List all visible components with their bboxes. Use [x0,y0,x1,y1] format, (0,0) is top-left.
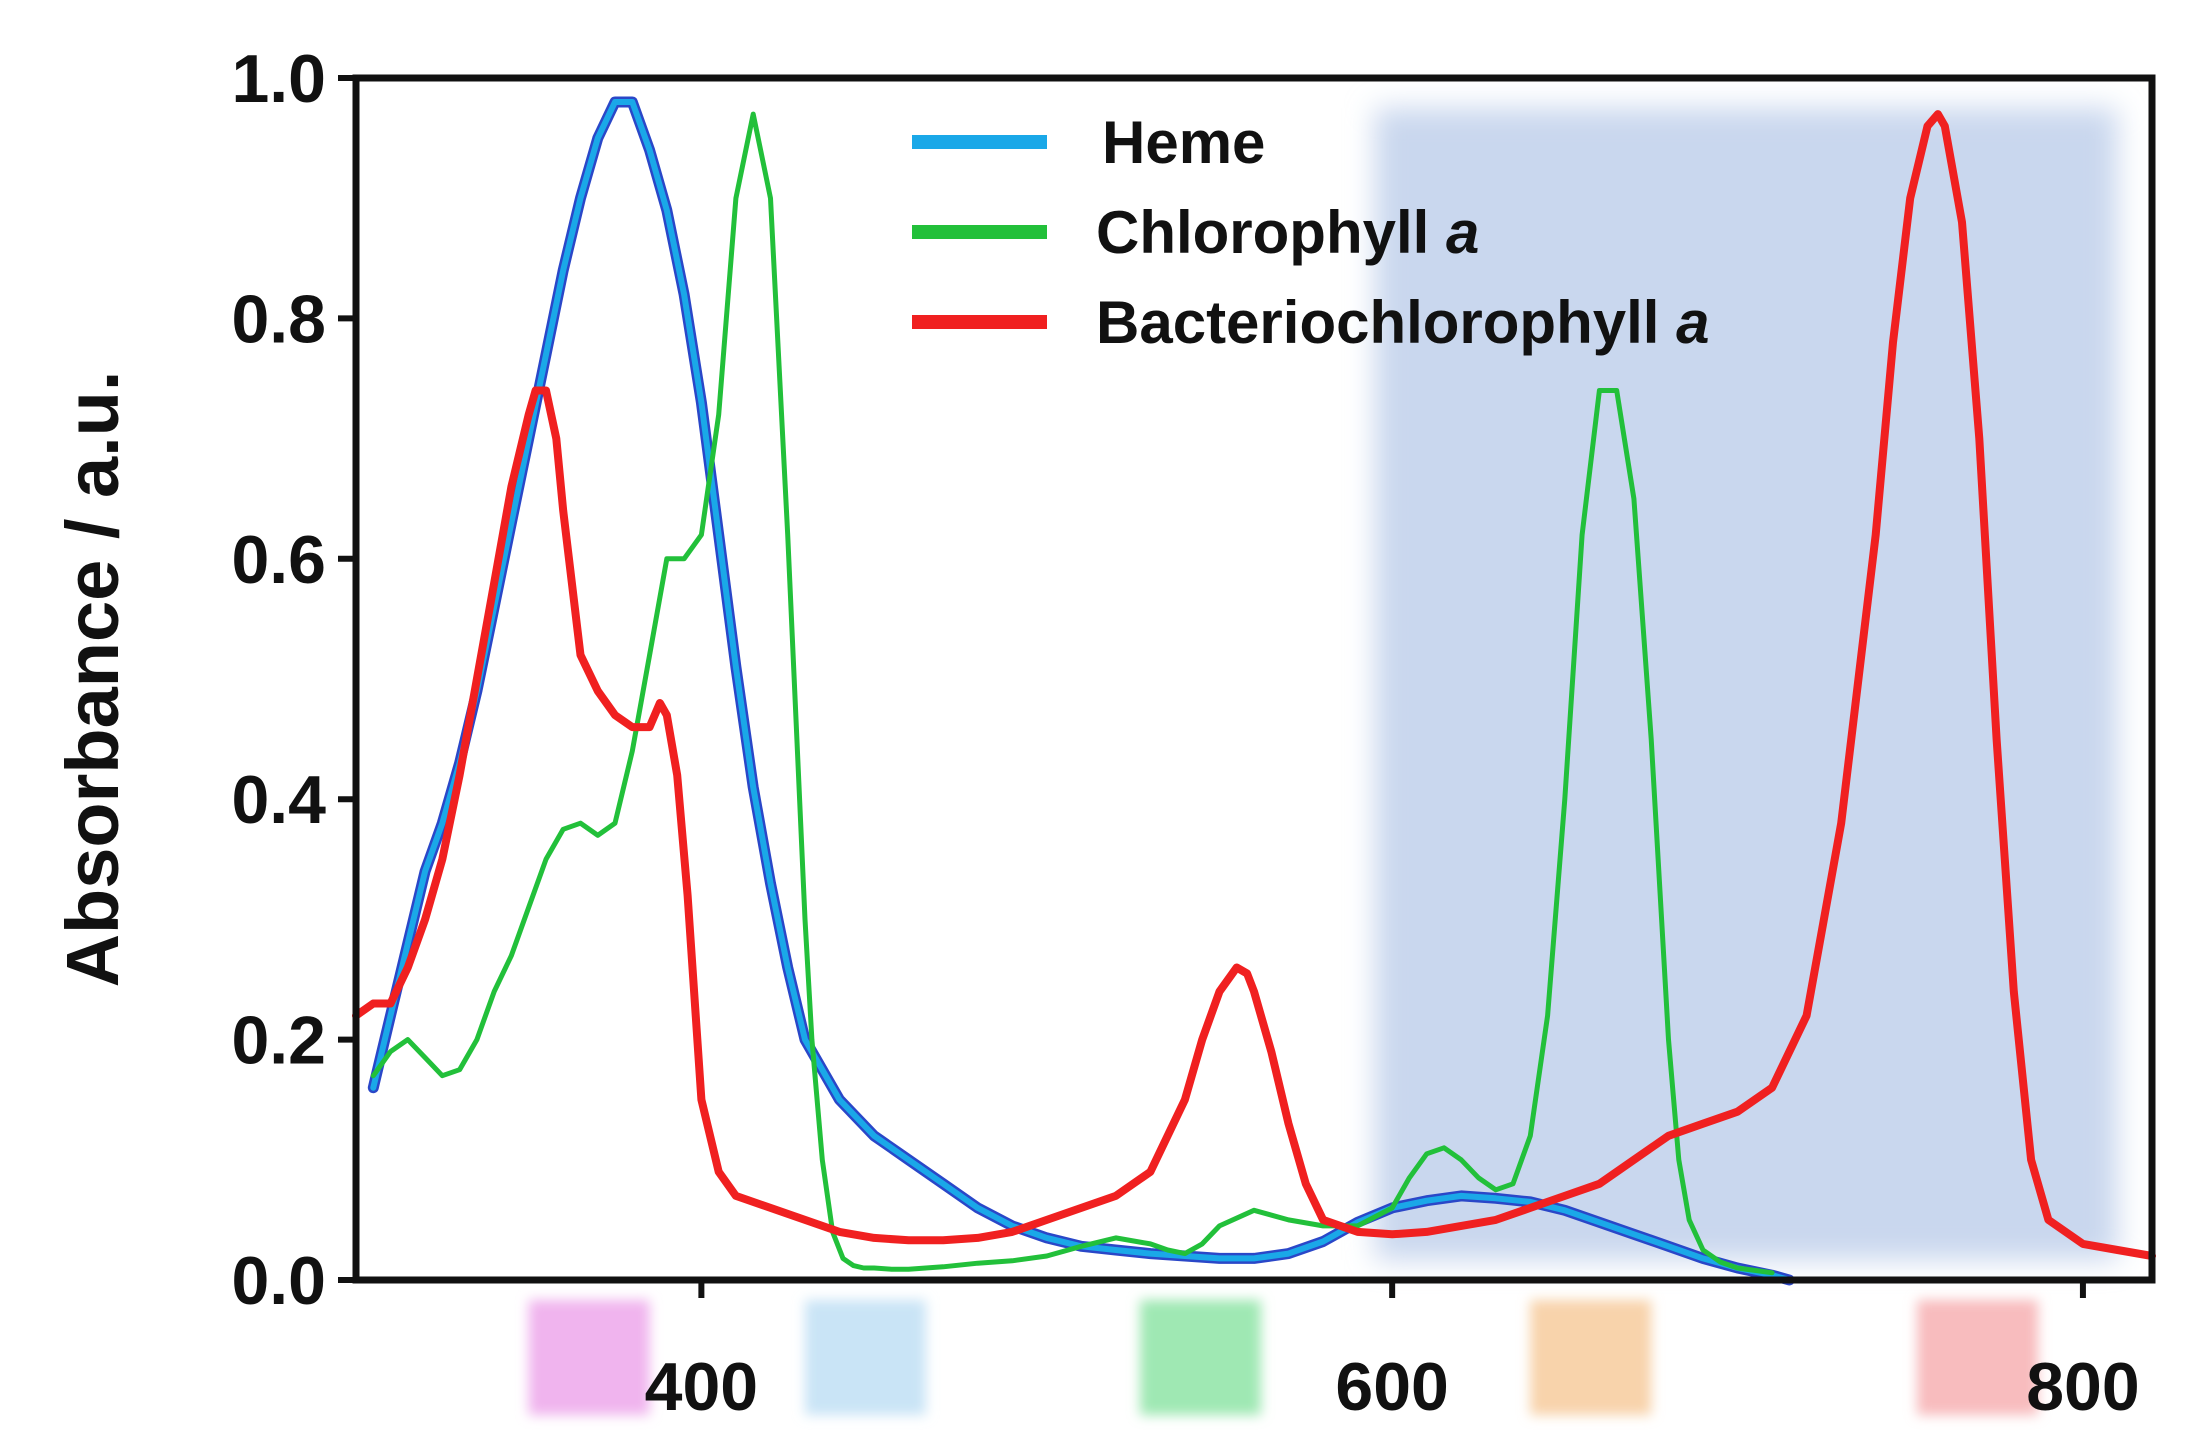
y-axis-label: Absorbance / a.u. [51,371,134,988]
legend-label: Chlorophyll a [1096,199,1479,266]
series-line-heme [370,99,1793,1283]
series-line-chlorophyll-a [370,111,1775,1276]
legend: Heme Chlorophyll a Bacteriochlorophyll a [912,109,1709,356]
y-tick-label: 0.8 [231,281,326,357]
color-band-4 [1917,1300,2039,1415]
series-layer [352,96,2156,1286]
x-tick-label: 800 [2026,1349,2139,1425]
series-line-bacteriochlorophyll-a [352,110,2156,1260]
shaded-spectral-region [1374,108,2118,1260]
y-tick-label: 0.6 [231,522,326,598]
y-axis-ticks: 0.0 0.2 0.4 0.6 0.8 1.0 [231,41,356,1319]
y-tick-label: 0.2 [231,1003,326,1079]
plot-frame [352,74,2156,1284]
shaded-region-layer [1374,108,2118,1260]
color-band-0 [528,1300,650,1415]
legend-label: Bacteriochlorophyll a [1096,289,1709,356]
y-tick-label: 0.4 [231,762,326,838]
x-tick-label: 600 [1335,1349,1448,1425]
x-axis-ticks: 400 600 800 [645,1280,2140,1425]
color-band-1 [805,1300,926,1415]
y-tick-label: 0.0 [231,1243,326,1319]
x-tick-label: 400 [645,1349,758,1425]
color-bands-layer [528,1300,2039,1415]
legend-label: Heme [1102,109,1265,176]
y-tick-label: 1.0 [231,41,326,117]
color-band-3 [1530,1300,1652,1415]
color-band-2 [1140,1300,1261,1415]
